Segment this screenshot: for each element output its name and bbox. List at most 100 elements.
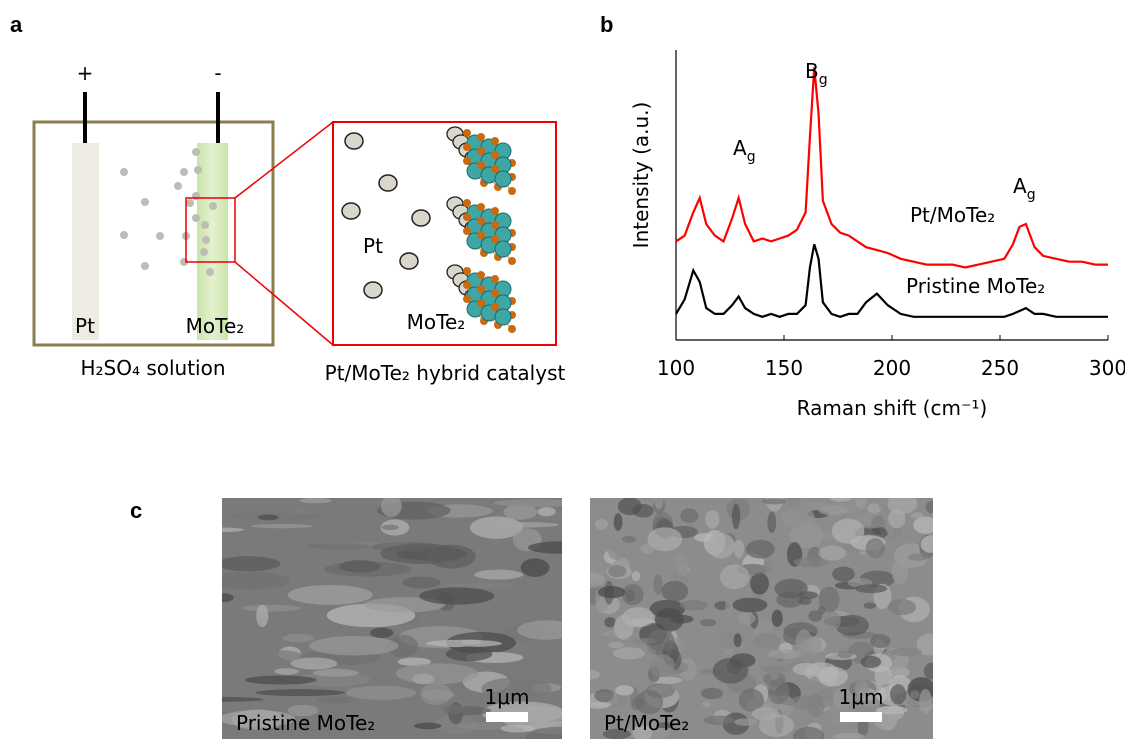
texture [396,663,479,684]
texture [380,544,464,564]
te-atom [463,129,471,137]
texture [255,689,345,696]
texture [819,546,846,561]
zoom-line [235,262,333,345]
texture [402,577,440,589]
peak-label-sub: g [819,72,828,88]
te-atom [477,161,485,169]
electrode-sign: + [77,61,94,85]
texture [381,525,398,531]
scale-bar-label: 1μm [485,685,530,709]
texture [864,602,876,609]
te-atom [508,325,516,333]
scale-bar [840,712,882,722]
texture [309,636,398,655]
texture [587,702,609,709]
texture [866,538,885,558]
texture [701,688,723,699]
pt-electrode [72,143,99,340]
texture [673,553,688,572]
texture [618,497,642,515]
te-atom [463,143,471,151]
texture [610,695,626,706]
te-atom [477,147,485,155]
te-atom [491,221,499,229]
texture [762,498,786,504]
te-atom [491,207,499,215]
x-axis-label: Raman shift (cm⁻¹) [797,396,988,420]
texture [919,689,932,714]
texture [288,585,373,605]
mote2-lattice [447,127,516,333]
texture [808,610,822,621]
texture [888,599,916,615]
te-atom [491,303,499,311]
texture [734,633,742,647]
te-atom [491,235,499,243]
te-atom [477,271,485,279]
te-atom [463,213,471,221]
te-atom [491,165,499,173]
texture [317,696,356,703]
texture [910,690,919,699]
texture [420,683,451,705]
texture [746,540,775,559]
pt-particles [342,133,430,298]
texture [804,636,822,655]
texture [713,658,748,684]
texture [781,507,815,529]
te-atom [491,275,499,283]
texture [680,508,698,523]
cell-diagram [34,92,556,345]
te-atom [477,299,485,307]
texture [381,495,402,517]
micrograph-caption: Pt/MoTe₂ [604,711,689,735]
texture [346,686,416,700]
peak-label-sub: g [1027,187,1036,203]
texture [622,607,654,627]
texture [818,505,848,515]
texture [412,674,434,685]
texture [750,573,769,595]
te-atom [463,295,471,303]
texture [608,565,626,577]
peak-label-base: A [1013,174,1027,198]
texture [890,684,906,705]
texture [622,584,644,605]
zoom-line [235,122,333,198]
y-axis-label: Intensity (a.u.) [629,102,653,249]
texture [732,598,767,613]
texture [793,663,820,676]
texture [653,574,662,595]
texture [608,642,624,648]
panel-label: b [600,12,613,37]
texture [908,553,929,560]
micrograph-caption: Pristine MoTe₂ [236,711,375,735]
texture [241,605,300,612]
electrode-label: MoTe₂ [186,314,245,338]
texture [613,647,645,659]
mo-atom [495,241,511,257]
texture [924,663,939,680]
texture [615,685,634,695]
caption: Pt/MoTe₂ hybrid catalyst [325,361,566,385]
electrode-sign: - [214,61,221,85]
peak-label-sub: g [747,149,756,165]
x-tick-label: 100 [657,356,695,380]
texture [370,628,393,638]
zoom-label: MoTe₂ [407,310,466,334]
mote2-electrode [197,143,228,340]
texture [861,656,882,668]
caption: H₂SO₄ solution [80,356,225,380]
te-atom [477,203,485,211]
te-atom [463,157,471,165]
figure: a b c + - Pt MoTe₂ H₂SO₄ solution Pt MoT… [0,0,1125,739]
mo-atom [495,171,511,187]
texture [705,510,719,529]
texture [654,490,663,510]
texture [538,507,556,516]
electrode-label: Pt [75,314,95,338]
te-atom [463,199,471,207]
texture [607,539,628,560]
